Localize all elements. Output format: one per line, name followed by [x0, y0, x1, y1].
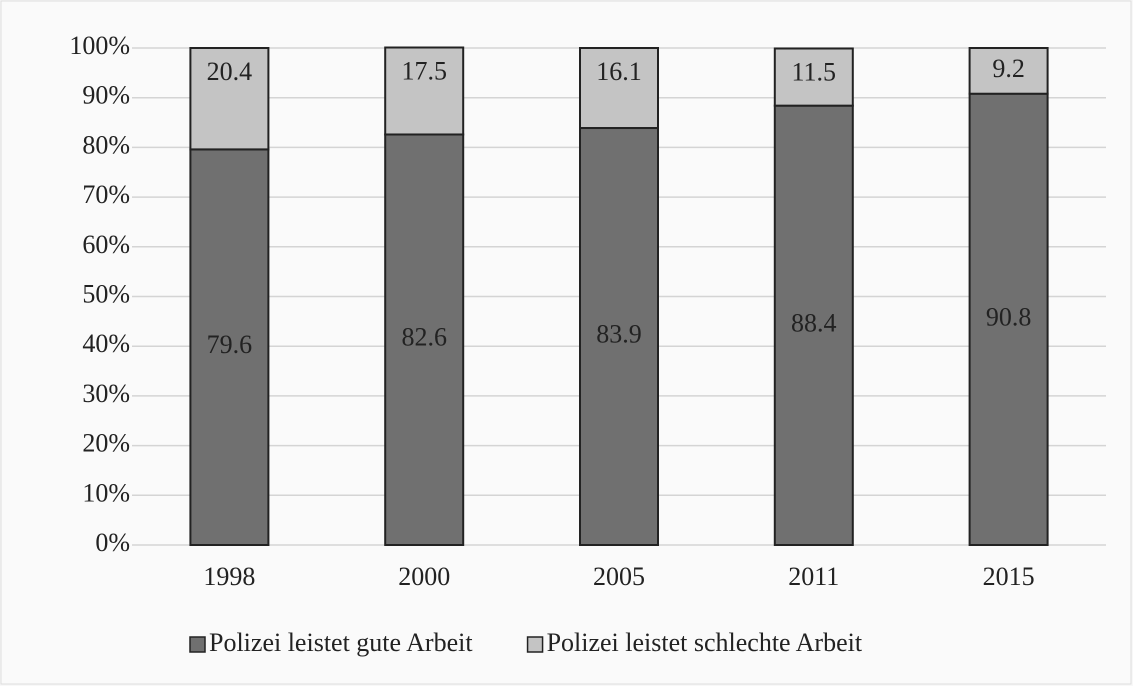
- y-tick-label: 60%: [82, 230, 130, 259]
- legend-label: Polizei leistet gute Arbeit: [209, 628, 473, 657]
- data-label: 90.8: [986, 302, 1032, 331]
- x-tick-label: 2005: [593, 562, 645, 591]
- bar-segment: [579, 47, 659, 130]
- y-tick-label: 100%: [69, 31, 130, 60]
- y-tick-label: 40%: [82, 329, 130, 358]
- y-tick-label: 70%: [82, 180, 130, 209]
- x-tick-label: 2000: [398, 562, 450, 591]
- legend-swatch: [526, 636, 544, 653]
- y-tick-label: 0%: [95, 528, 130, 557]
- x-tick-label: 2011: [788, 562, 839, 591]
- bar-segment: [968, 92, 1049, 546]
- y-tick-label: 10%: [82, 478, 130, 507]
- data-label: 83.9: [596, 319, 642, 348]
- data-label: 9.2: [992, 54, 1025, 83]
- y-tick-label: 90%: [82, 81, 130, 110]
- bar-segment: [189, 148, 270, 546]
- y-tick-label: 30%: [82, 379, 130, 408]
- x-tick-label: 2015: [983, 562, 1035, 591]
- data-label: 17.5: [401, 56, 447, 85]
- y-tick-label: 20%: [82, 429, 130, 458]
- x-tick-label: 1998: [203, 562, 255, 591]
- data-label: 20.4: [207, 57, 253, 86]
- y-tick-label: 50%: [82, 279, 130, 308]
- bar-segment: [384, 133, 465, 546]
- legend-label: Polizei leistet schlechte Arbeit: [547, 628, 863, 657]
- bar-segment: [189, 47, 270, 151]
- data-label: 11.5: [792, 57, 837, 86]
- data-label: 88.4: [791, 308, 837, 337]
- y-tick-label: 80%: [82, 130, 130, 159]
- data-label: 79.6: [207, 330, 253, 359]
- bar-segment: [968, 47, 1049, 95]
- data-label: 16.1: [596, 57, 642, 86]
- legend-swatch: [189, 636, 206, 653]
- bar-segment: [579, 127, 659, 546]
- bar-segment: [384, 46, 465, 136]
- bar-segment: [773, 47, 854, 107]
- data-label: 82.6: [401, 323, 447, 352]
